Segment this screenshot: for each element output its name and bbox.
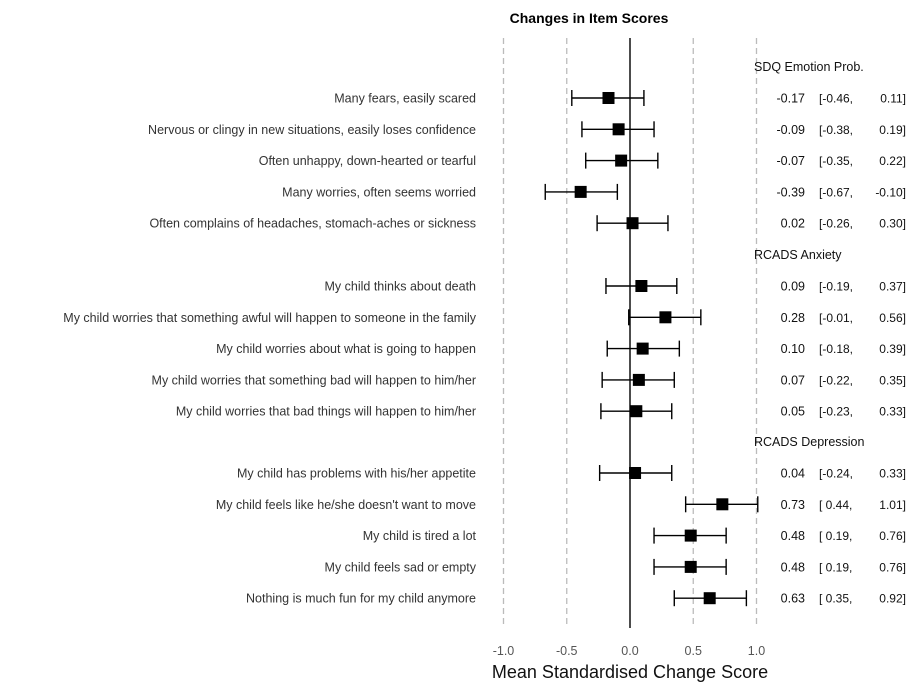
item-label: My child thinks about death	[325, 280, 477, 294]
x-tick-label: -0.5	[556, 644, 578, 658]
labels-layer: SDQ Emotion Prob. Many fears, easily scar…	[63, 60, 906, 606]
ci-lower-value: [-0.67,	[819, 185, 853, 199]
point-estimate	[602, 92, 615, 104]
item-label: Often unhappy, down-hearted or tearful	[259, 154, 476, 168]
grid-layer	[502, 38, 758, 628]
estimate-value: 0.09	[781, 280, 805, 294]
item-label: Often complains of headaches, stomach-ac…	[149, 217, 476, 231]
item-label: Many fears, easily scared	[334, 92, 476, 106]
group-label: SDQ Emotion Prob.	[754, 60, 864, 74]
item-label: My child feels like he/she doesn't want …	[216, 498, 476, 512]
x-tick-label: 0.0	[621, 644, 638, 658]
estimate-value: 0.28	[781, 311, 805, 325]
ci-lower-value: [ 0.19,	[819, 529, 852, 543]
point-estimate	[703, 592, 716, 605]
ci-lower-value: [-0.38,	[819, 123, 853, 137]
estimate-value: 0.02	[781, 217, 805, 231]
estimate-value: 0.48	[781, 560, 805, 574]
item-label: My child has problems with his/her appet…	[237, 467, 476, 481]
estimate-value: -0.17	[777, 92, 806, 106]
estimate-value: -0.39	[777, 185, 806, 199]
ci-lower-value: [ 0.19,	[819, 560, 852, 574]
x-tick-label: -1.0	[493, 644, 515, 658]
item-label: Many worries, often seems worried	[282, 185, 476, 199]
ci-upper-value: 0.33]	[879, 467, 906, 481]
ci-lower-value: [-0.01,	[819, 311, 853, 325]
ci-upper-value: 0.22]	[879, 154, 906, 168]
ci-lower-value: [-0.18,	[819, 342, 853, 356]
point-estimate	[630, 405, 643, 418]
item-label: My child feels sad or empty	[325, 560, 477, 574]
ci-lower-value: [-0.46,	[819, 92, 853, 106]
estimate-value: 0.07	[781, 373, 805, 387]
ci-upper-value: 0.11]	[880, 92, 906, 106]
point-estimate	[612, 123, 625, 136]
point-estimate	[632, 373, 645, 386]
estimate-value: 0.73	[781, 498, 805, 512]
estimate-value: -0.09	[777, 123, 806, 137]
point-estimate	[684, 529, 697, 542]
item-label: My child is tired a lot	[363, 529, 477, 543]
ci-lower-value: [-0.24,	[819, 467, 853, 481]
chart-title: Changes in Item Scores	[510, 10, 669, 26]
point-estimate	[615, 154, 628, 167]
estimate-value: 0.48	[781, 529, 805, 543]
point-estimate	[716, 498, 729, 511]
estimate-value: 0.63	[781, 592, 805, 606]
item-label: My child worries about what is going to …	[216, 342, 476, 356]
ci-lower-value: [-0.23,	[819, 405, 853, 419]
ci-upper-value: 0.76]	[879, 560, 906, 574]
ci-upper-value: 0.76]	[879, 529, 906, 543]
ci-upper-value: 0.33]	[879, 405, 906, 419]
x-axis-label: Mean Standardised Change Score	[492, 662, 768, 682]
ci-upper-value: 0.56]	[879, 311, 906, 325]
ci-lower-value: [-0.19,	[819, 280, 853, 294]
point-estimate	[636, 342, 649, 355]
estimate-value: 0.10	[781, 342, 805, 356]
item-label: My child worries that something bad will…	[152, 373, 476, 387]
item-label: My child worries that bad things will ha…	[176, 405, 476, 419]
estimate-value: 0.04	[781, 467, 805, 481]
ci-lower-value: [-0.22,	[819, 373, 853, 387]
ci-upper-value: 0.19]	[879, 123, 906, 137]
marks-layer	[544, 90, 759, 607]
estimate-value: 0.05	[781, 405, 805, 419]
x-tick-label: 0.5	[685, 644, 702, 658]
point-estimate	[574, 185, 587, 198]
point-estimate	[635, 280, 648, 292]
item-label: Nervous or clingy in new situations, eas…	[148, 123, 476, 137]
group-label: RCADS Depression	[754, 435, 865, 449]
ci-upper-value: 0.39]	[879, 342, 906, 356]
ci-lower-value: [ 0.44,	[819, 498, 852, 512]
ci-lower-value: [ 0.35,	[819, 592, 852, 606]
estimate-value: -0.07	[777, 154, 806, 168]
ci-upper-value: -0.10]	[875, 185, 906, 199]
point-estimate	[629, 467, 642, 479]
ci-upper-value: 0.30]	[879, 217, 906, 231]
ci-upper-value: 0.35]	[879, 373, 906, 387]
ci-lower-value: [-0.26,	[819, 217, 853, 231]
point-estimate	[626, 217, 639, 230]
item-label: My child worries that something awful wi…	[63, 311, 476, 325]
ci-upper-value: 0.92]	[879, 592, 906, 606]
point-estimate	[659, 311, 672, 324]
point-estimate	[684, 560, 697, 573]
item-label: Nothing is much fun for my child anymore	[246, 592, 476, 606]
group-label: RCADS Anxiety	[754, 248, 842, 262]
x-axis: -1.0 -0.5 0.0 0.5 1.0	[493, 644, 766, 658]
ci-lower-value: [-0.35,	[819, 154, 853, 168]
x-tick-label: 1.0	[748, 644, 765, 658]
ci-upper-value: 1.01]	[879, 498, 906, 512]
ci-upper-value: 0.37]	[879, 280, 906, 294]
